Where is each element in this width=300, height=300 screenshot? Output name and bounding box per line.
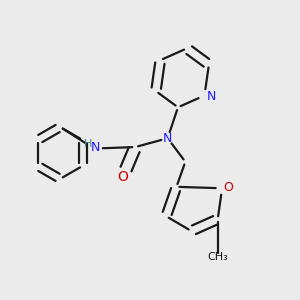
Text: O: O bbox=[117, 170, 128, 184]
Text: N: N bbox=[206, 90, 216, 103]
Text: CH₃: CH₃ bbox=[207, 253, 228, 262]
Text: O: O bbox=[223, 181, 233, 194]
Text: H: H bbox=[83, 139, 92, 149]
Text: N: N bbox=[163, 132, 172, 145]
Text: N: N bbox=[91, 141, 101, 154]
